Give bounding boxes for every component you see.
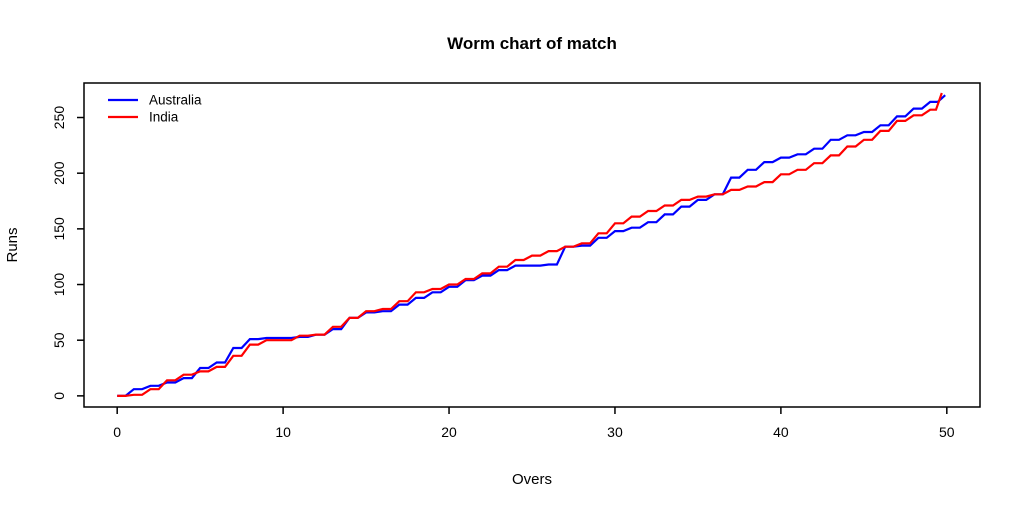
x-tick-label: 50: [939, 424, 955, 440]
india-line: [117, 92, 943, 397]
y-tick-label: 200: [51, 161, 67, 185]
x-tick-label: 30: [607, 424, 623, 440]
x-tick-label: 10: [275, 424, 291, 440]
australia-line: [117, 94, 946, 397]
chart-title: Worm chart of match: [447, 34, 617, 53]
y-tick-label: 0: [51, 392, 67, 400]
y-tick-label: 250: [51, 106, 67, 130]
plot-border: [83, 82, 981, 408]
x-tick-label: 40: [773, 424, 789, 440]
legend-label-india: India: [149, 110, 179, 125]
x-tick-label: 0: [113, 424, 121, 440]
y-tick-label: 150: [51, 217, 67, 241]
x-axis-label: Overs: [512, 471, 552, 488]
axis-ticks: 0 10 20 30 40 50 0 50 100 150 200 250: [51, 106, 955, 440]
x-tick-label: 20: [441, 424, 457, 440]
legend: Australia India: [108, 93, 202, 125]
legend-label-australia: Australia: [149, 93, 202, 108]
y-tick-label: 50: [51, 332, 67, 348]
series-lines: [117, 92, 946, 397]
y-axis-label: Runs: [4, 227, 21, 262]
y-tick-label: 100: [51, 273, 67, 297]
